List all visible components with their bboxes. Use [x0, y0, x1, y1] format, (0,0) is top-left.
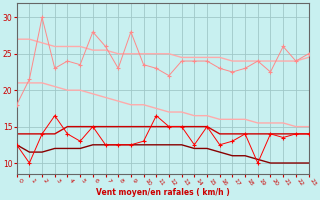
X-axis label: Vent moyen/en rafales ( km/h ): Vent moyen/en rafales ( km/h ) — [96, 188, 229, 197]
